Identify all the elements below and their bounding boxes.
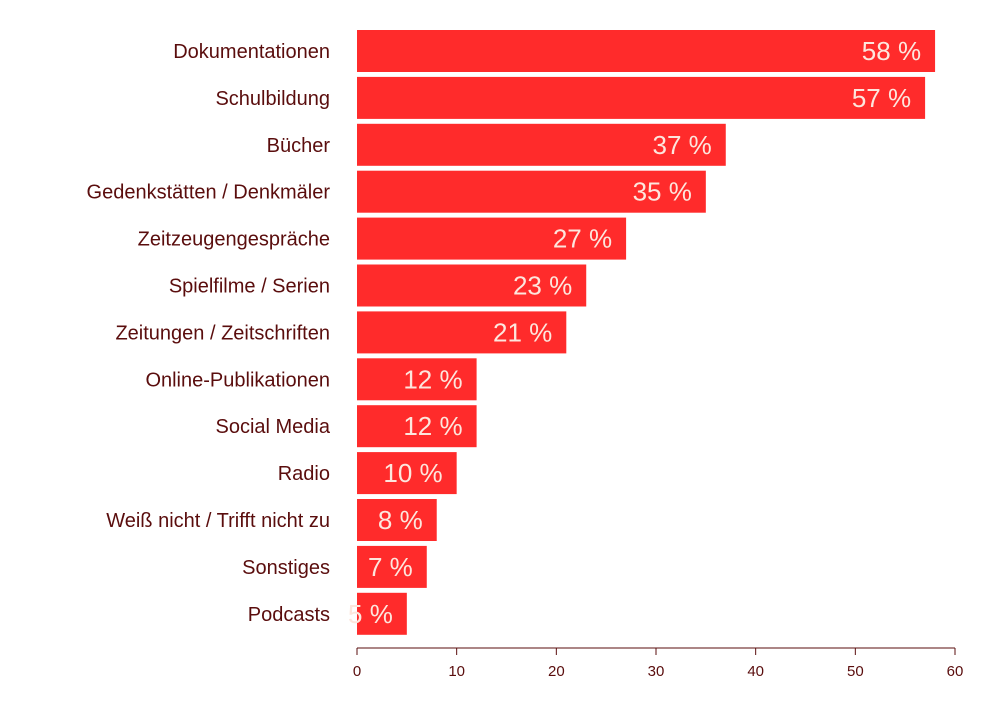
bar-3 xyxy=(357,170,706,213)
bar-1 xyxy=(357,76,926,119)
bar-10 xyxy=(357,499,437,541)
x-tick-label: 0 xyxy=(353,663,361,680)
category-label: Weiß nicht / Trifft nicht zu xyxy=(106,510,330,532)
bar-value-label: 8 % xyxy=(378,505,423,535)
category-label: Radio xyxy=(278,463,330,485)
x-tick-label: 20 xyxy=(548,663,565,680)
category-label: Gedenkstätten / Denkmäler xyxy=(87,182,331,204)
bar-value-label: 57 % xyxy=(852,83,911,113)
bar-6 xyxy=(357,311,567,354)
x-tick-label: 10 xyxy=(448,663,465,680)
bar-value-label: 58 % xyxy=(862,36,921,66)
bar-4 xyxy=(357,217,627,260)
bar-11 xyxy=(357,545,427,588)
bar-7 xyxy=(357,358,477,401)
category-label: Online-Publikationen xyxy=(145,369,330,391)
category-label: Bücher xyxy=(267,135,331,157)
category-label: Zeitungen / Zeitschriften xyxy=(115,322,330,344)
bar-9 xyxy=(357,452,457,495)
x-axis: 0 10 20 30 40 50 60 xyxy=(353,647,964,680)
bar-12 xyxy=(357,592,407,635)
category-label: Sonstiges xyxy=(242,557,330,579)
bar-value-label: 37 % xyxy=(653,130,712,160)
bar-value-label: 10 % xyxy=(383,458,442,488)
bar-5 xyxy=(357,264,587,307)
x-tick-label: 50 xyxy=(847,663,864,680)
category-label: Zeitzeugengespräche xyxy=(138,229,330,251)
category-label: Schulbildung xyxy=(215,88,330,110)
category-label: Dokumentationen xyxy=(173,41,330,63)
x-tick-label: 60 xyxy=(947,663,964,680)
bars-layer: 58 % 57 % 37 % 35 % 27 % 23 % 21 % 12 % 12 % 10 %… xyxy=(348,30,936,635)
bar-value-label: 35 % xyxy=(633,177,692,207)
bar-0 xyxy=(357,30,936,72)
x-tick-label: 30 xyxy=(648,663,665,680)
category-labels-layer: Dokumentationen Schulbildung Bücher Gedenks… xyxy=(87,41,331,626)
bar-8 xyxy=(357,405,477,448)
bar-value-label: 5 % xyxy=(348,599,393,629)
bar-value-label: 7 % xyxy=(368,552,413,582)
x-tick-label: 40 xyxy=(747,663,764,680)
category-label: Social Media xyxy=(215,416,330,438)
bar-value-label: 27 % xyxy=(553,224,612,254)
bar-value-label: 23 % xyxy=(513,271,572,301)
bar-value-label: 21 % xyxy=(493,317,552,347)
bar-value-label: 12 % xyxy=(403,364,462,394)
category-label: Spielfilme / Serien xyxy=(169,276,330,298)
category-label: Podcasts xyxy=(248,604,330,626)
bar-value-label: 12 % xyxy=(403,411,462,441)
bar-2 xyxy=(357,123,726,166)
